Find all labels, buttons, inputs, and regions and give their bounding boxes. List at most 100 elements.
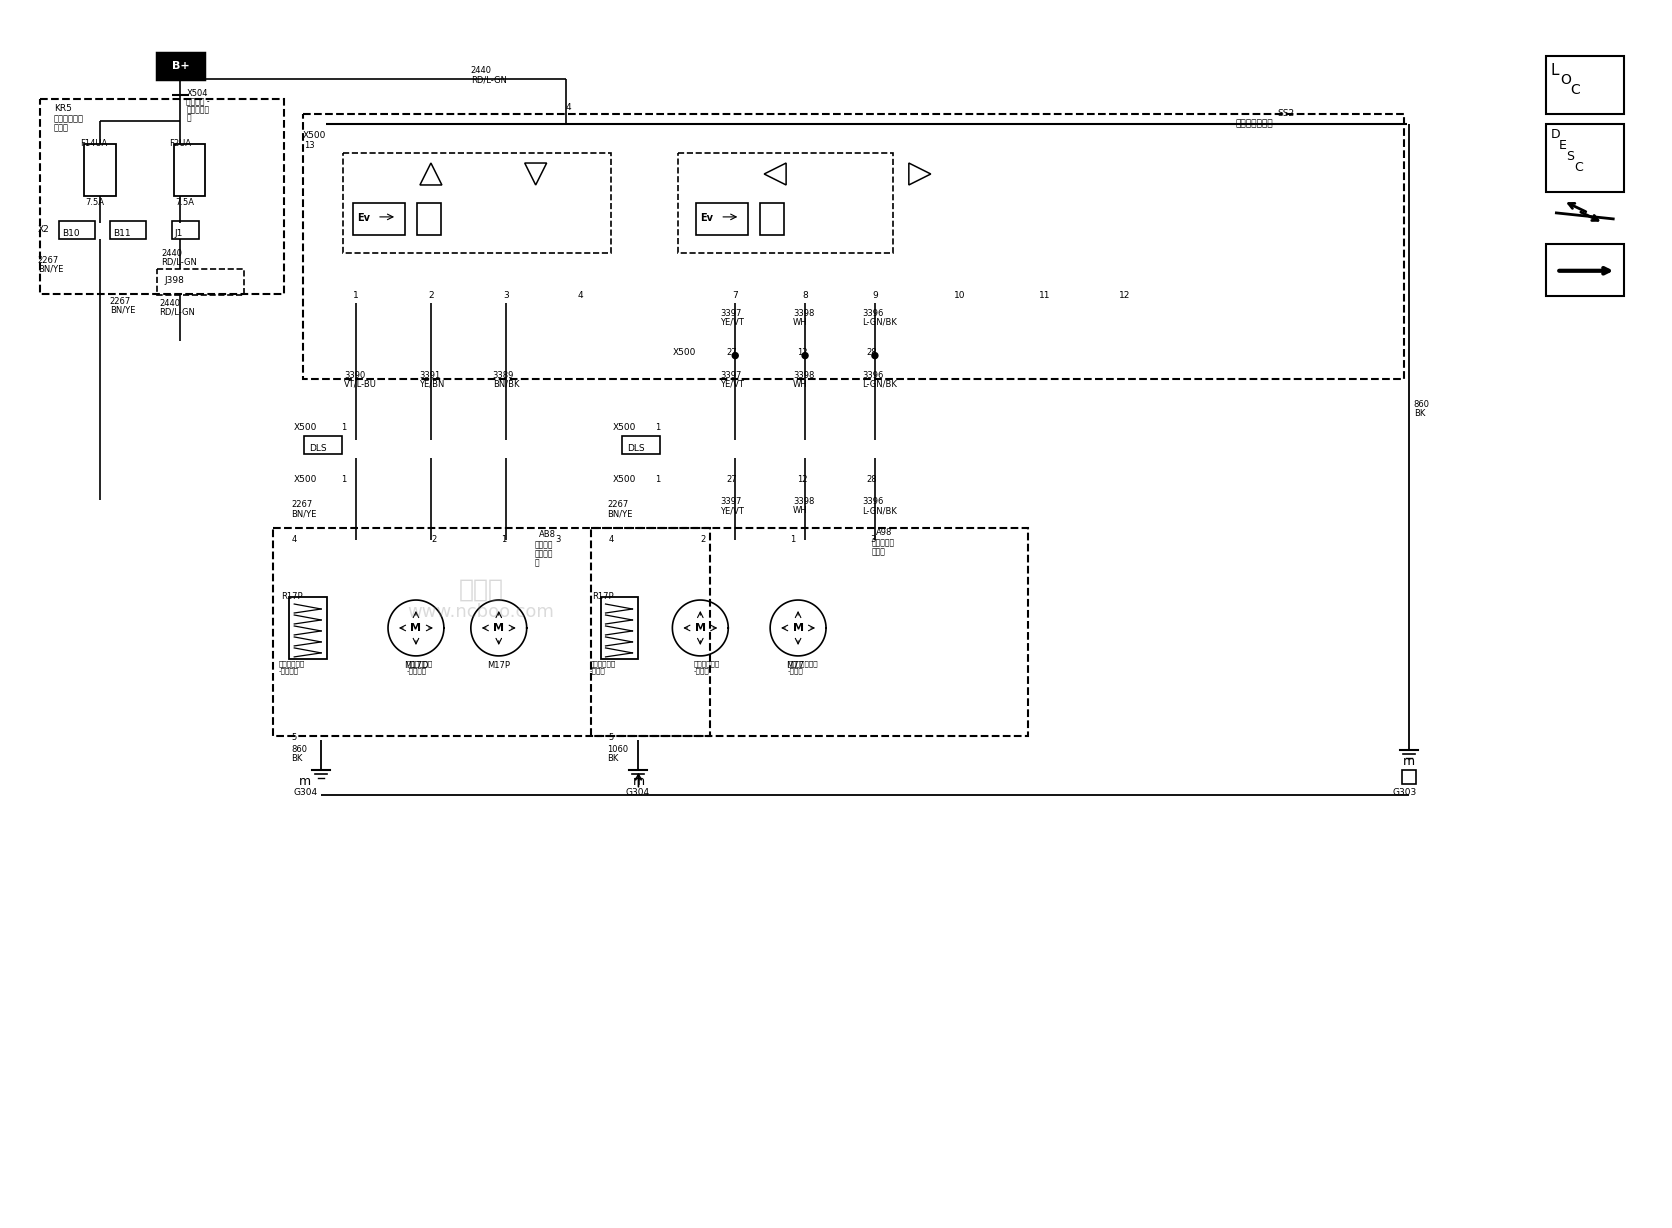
Text: 28: 28 <box>866 348 876 356</box>
Text: X500: X500 <box>303 131 326 140</box>
Text: 8: 8 <box>803 291 808 300</box>
Text: BK: BK <box>291 754 303 763</box>
Text: www.ncboo.com: www.ncboo.com <box>408 603 553 621</box>
Text: 车外后视镜开关: 车外后视镜开关 <box>1236 119 1272 128</box>
Text: 860: 860 <box>1415 400 1430 409</box>
Text: 3398: 3398 <box>793 371 814 379</box>
Text: F2UA: F2UA <box>169 139 192 149</box>
Text: M: M <box>696 623 706 632</box>
Text: 12: 12 <box>798 348 808 356</box>
Text: 3398: 3398 <box>793 308 814 318</box>
Text: 4: 4 <box>291 535 296 544</box>
Text: 1: 1 <box>655 475 660 484</box>
Text: 车外后视镜片: 车外后视镜片 <box>590 659 615 667</box>
Bar <box>600 597 639 659</box>
Text: 1: 1 <box>655 424 660 432</box>
Text: 4: 4 <box>609 535 614 544</box>
Bar <box>1547 124 1624 192</box>
Bar <box>696 203 747 235</box>
Text: M17P: M17P <box>487 661 510 670</box>
Text: B+: B+ <box>172 61 189 71</box>
Text: BN/YE: BN/YE <box>110 306 135 314</box>
Bar <box>303 114 1404 378</box>
Text: VT/L-BU: VT/L-BU <box>344 379 376 388</box>
Bar <box>157 269 244 295</box>
Text: $\mathsf{m}$: $\mathsf{m}$ <box>298 775 311 787</box>
Text: 车外后视镜片: 车外后视镜片 <box>406 659 433 667</box>
Text: J398: J398 <box>164 276 184 285</box>
Text: C: C <box>1575 161 1583 174</box>
Text: -乘客侧: -乘客侧 <box>788 668 804 674</box>
Text: SS2: SS2 <box>1277 109 1294 118</box>
Text: 3390: 3390 <box>344 371 366 379</box>
Text: 3398: 3398 <box>793 497 814 506</box>
Text: 继电器: 继电器 <box>54 123 69 133</box>
Circle shape <box>871 352 878 359</box>
Text: 车外后视镜片: 车外后视镜片 <box>278 659 304 667</box>
Text: 3391: 3391 <box>420 371 440 379</box>
Text: 下: 下 <box>187 113 191 122</box>
Text: 5: 5 <box>291 733 296 742</box>
Bar <box>40 99 284 293</box>
Bar <box>304 436 343 454</box>
Bar <box>1547 56 1624 114</box>
Text: RD/L-GN: RD/L-GN <box>472 75 507 85</box>
Bar <box>59 221 95 239</box>
Text: BK: BK <box>1415 409 1425 419</box>
Text: X500: X500 <box>672 348 696 356</box>
Text: -乘客侧: -乘客侧 <box>694 668 709 674</box>
Text: 3397: 3397 <box>721 308 742 318</box>
Text: 1: 1 <box>353 291 359 300</box>
Text: YE/VT: YE/VT <box>721 379 744 388</box>
Text: 3: 3 <box>503 291 508 300</box>
Text: BN/YE: BN/YE <box>291 510 316 518</box>
Text: 7.5A: 7.5A <box>176 198 194 208</box>
Text: 乘客侧车外: 乘客侧车外 <box>871 538 895 548</box>
Text: 4: 4 <box>579 291 584 300</box>
Text: 3397: 3397 <box>721 371 742 379</box>
Text: O: O <box>1560 74 1572 87</box>
Text: 27: 27 <box>726 475 737 484</box>
Text: M77: M77 <box>786 661 804 670</box>
Text: 7: 7 <box>732 291 737 300</box>
Text: 牛车宝: 牛车宝 <box>458 578 503 602</box>
Text: RD/L-GN: RD/L-GN <box>159 308 196 317</box>
Bar <box>590 528 1028 736</box>
Text: WH: WH <box>793 506 808 516</box>
Text: 车外后视镜片: 车外后视镜片 <box>694 659 719 667</box>
Text: 保险丝盒 -: 保险丝盒 - <box>187 97 211 106</box>
Circle shape <box>803 352 808 359</box>
Text: X504: X504 <box>187 90 207 98</box>
Bar <box>174 144 206 196</box>
Bar <box>761 203 784 235</box>
Bar <box>416 203 441 235</box>
Text: $\mathsf{m}$: $\mathsf{m}$ <box>632 775 645 787</box>
Bar <box>622 436 660 454</box>
Text: RD/L-GN: RD/L-GN <box>162 258 197 266</box>
Text: X500: X500 <box>294 475 318 484</box>
Text: 1: 1 <box>500 535 507 544</box>
Text: M17D: M17D <box>405 661 428 670</box>
Text: AB8: AB8 <box>538 530 555 539</box>
Text: -驾驶员侧: -驾驶员侧 <box>406 668 426 674</box>
Bar <box>110 221 145 239</box>
Text: 1: 1 <box>341 475 346 484</box>
Text: M: M <box>793 623 804 632</box>
Text: KR5: KR5 <box>54 104 72 113</box>
Text: 1: 1 <box>791 535 796 544</box>
Text: X500: X500 <box>294 424 318 432</box>
Text: R17P: R17P <box>592 592 614 600</box>
Text: DLS: DLS <box>309 445 326 453</box>
Text: R17P: R17P <box>281 592 303 600</box>
Text: B10: B10 <box>62 228 79 238</box>
Bar <box>1547 244 1624 296</box>
Text: J1: J1 <box>174 228 182 238</box>
Circle shape <box>732 352 739 359</box>
Text: 1: 1 <box>341 424 346 432</box>
Text: 10: 10 <box>955 291 965 300</box>
Text: M: M <box>410 623 421 632</box>
Text: 860: 860 <box>291 744 308 754</box>
Text: 1060: 1060 <box>607 744 629 754</box>
Bar <box>84 144 115 196</box>
Text: -乘客侧: -乘客侧 <box>590 668 605 674</box>
